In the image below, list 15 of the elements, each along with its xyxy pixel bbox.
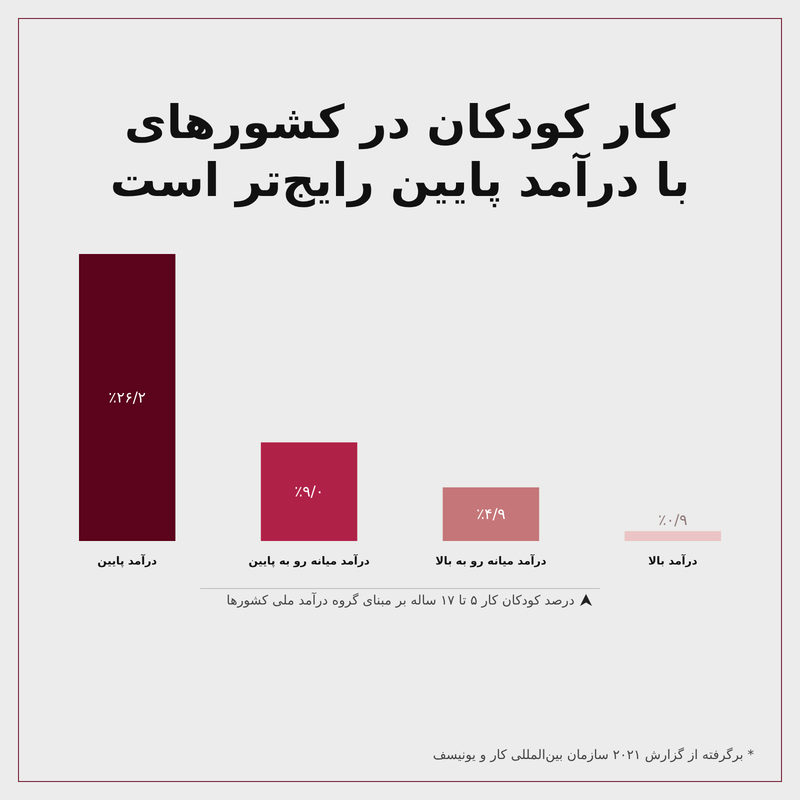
chart-title: کار کودکان در کشورهای با درآمد پایین رایج‌تر است: [110, 95, 690, 208]
bar: [442, 487, 540, 541]
data-label: ٪۰/۹: [658, 511, 688, 530]
x-tick-label: درآمد بالا: [648, 554, 698, 568]
data-label: ٪۹/۰: [294, 482, 324, 501]
x-axis-title: درصد کودکان کار ۵ تا ۱۷ ساله بر مبنای گروه درآمد ملی کشورها: [226, 592, 575, 608]
x-tick-label: درآمد پایین: [97, 554, 158, 568]
x-tick-label: درآمد میانه رو به بالا: [435, 554, 547, 568]
data-label: ٪۲۶/۲: [108, 388, 146, 406]
text: * برگرفته از گزارش ۲۰۲۱ سازمان بین‌المللی کار و یونیسف: [432, 748, 754, 763]
bar: [260, 442, 358, 541]
bar: [79, 254, 176, 541]
data-label: ٪۴/۹: [476, 505, 506, 524]
x-tick-label: درآمد میانه رو به پایین: [248, 554, 370, 568]
bar: [624, 531, 721, 541]
